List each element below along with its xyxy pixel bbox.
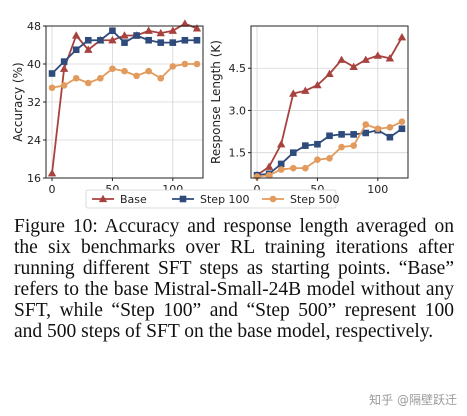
p0-point-1-3 xyxy=(84,36,92,44)
p1-ytick-label-2: 4.5 xyxy=(229,62,247,75)
p0-point-1-2 xyxy=(72,46,80,54)
p0-point-1-0 xyxy=(48,70,56,77)
p0-point-2-11 xyxy=(181,60,189,68)
legend-marker-1 xyxy=(179,195,187,203)
p0-point-0-11 xyxy=(180,19,190,27)
p0-point-0-8 xyxy=(144,26,153,34)
p0-point-1-6 xyxy=(121,39,128,46)
p1-point-0-4 xyxy=(301,86,310,94)
legend-box xyxy=(85,189,337,209)
p1-point-2-8 xyxy=(350,142,357,149)
p0-point-1-10 xyxy=(169,39,177,46)
p1-point-1-3 xyxy=(289,149,297,156)
p1-ytick-label-0: 1.5 xyxy=(229,147,247,160)
p1-point-2-11 xyxy=(386,124,394,131)
p0-point-0-6 xyxy=(120,31,129,39)
legend-label-0: Base xyxy=(120,193,147,206)
p0-point-2-6 xyxy=(121,67,128,75)
p0-point-0-2 xyxy=(71,31,81,39)
p0-point-1-7 xyxy=(133,32,140,39)
p1-point-2-12 xyxy=(398,118,406,126)
p1-ylabel: Response Length (K) xyxy=(209,40,223,164)
p0-point-2-5 xyxy=(109,65,116,73)
p0-point-1-4 xyxy=(97,36,104,44)
p0-point-1-8 xyxy=(145,36,152,44)
p0-point-2-12 xyxy=(193,60,201,68)
p1-point-0-6 xyxy=(325,69,334,78)
p1-point-0-7 xyxy=(337,55,346,63)
p0-point-0-1 xyxy=(59,64,69,72)
p0-point-2-0 xyxy=(48,84,56,92)
p1-point-0-11 xyxy=(385,54,395,62)
p1-point-2-3 xyxy=(289,164,297,172)
p0-point-1-11 xyxy=(181,36,189,44)
p0-ytick-label-2: 32 xyxy=(27,96,41,109)
p1-xtick-label-0: 0 xyxy=(254,183,261,196)
p1-point-0-8 xyxy=(349,62,358,70)
p0-point-2-3 xyxy=(84,79,92,87)
p0-xtick-label-0: 0 xyxy=(49,183,56,196)
p0-point-0-3 xyxy=(84,45,93,53)
p0-point-1-9 xyxy=(157,39,165,46)
p1-point-1-2 xyxy=(277,160,285,168)
p0-series-line-0 xyxy=(51,22,198,174)
p1-point-0-10 xyxy=(373,51,383,59)
p0-ytick-label-0: 16 xyxy=(27,172,41,185)
p0-ytick-label-1: 24 xyxy=(27,134,41,147)
p0-point-2-8 xyxy=(145,67,152,75)
p0-point-2-10 xyxy=(169,63,177,70)
p1-point-2-6 xyxy=(326,154,333,162)
legend-marker-0 xyxy=(98,194,108,203)
p1-point-2-1 xyxy=(265,171,273,179)
p1-point-1-9 xyxy=(362,129,370,137)
p1-point-1-8 xyxy=(350,131,357,138)
p1-point-0-12 xyxy=(397,33,407,41)
p1-point-1-6 xyxy=(326,132,333,140)
legend-marker-2 xyxy=(269,195,277,203)
p0-point-2-2 xyxy=(72,74,80,82)
figure-caption: Figure 10: Accuracy and response length … xyxy=(14,216,454,342)
p1-point-0-5 xyxy=(313,80,322,89)
p1-point-2-9 xyxy=(362,121,370,128)
p0-point-1-5 xyxy=(109,27,116,35)
p1-point-1-4 xyxy=(302,142,309,149)
p0-point-1-12 xyxy=(193,36,201,44)
legend-label-2: Step 500 xyxy=(290,193,340,206)
p1-point-0-3 xyxy=(289,89,298,97)
p1-point-2-2 xyxy=(277,166,285,173)
p1-ytick-label-1: 3.0 xyxy=(229,104,247,117)
p1-axes-frame xyxy=(250,25,409,179)
p1-point-0-2 xyxy=(276,140,286,148)
p0-point-2-9 xyxy=(157,74,165,82)
p1-xtick-label-2: 100 xyxy=(367,183,388,196)
p1-point-2-5 xyxy=(314,156,321,164)
p0-point-1-1 xyxy=(60,58,68,65)
p0-point-2-7 xyxy=(133,72,140,80)
p1-point-1-11 xyxy=(386,133,394,141)
p1-point-0-1 xyxy=(264,162,274,170)
p0-point-0-5 xyxy=(108,36,117,44)
p0-point-0-10 xyxy=(168,26,178,34)
p0-point-2-4 xyxy=(97,74,104,82)
p1-point-1-12 xyxy=(398,125,406,133)
p1-point-2-10 xyxy=(374,125,382,133)
p0-point-0-9 xyxy=(156,28,165,37)
p0-point-2-1 xyxy=(60,82,68,89)
p1-point-1-7 xyxy=(338,131,345,138)
p1-point-2-4 xyxy=(302,164,309,172)
p0-ytick-label-4: 48 xyxy=(27,20,41,33)
p1-point-0-9 xyxy=(361,55,370,63)
watermark: 知乎 @隔壁跃迁 xyxy=(369,393,457,407)
p0-point-0-0 xyxy=(47,169,57,177)
p0-ytick-label-3: 40 xyxy=(27,58,41,71)
legend-label-1: Step 100 xyxy=(200,193,250,206)
p1-point-2-7 xyxy=(338,143,345,151)
p1-point-1-5 xyxy=(314,140,321,148)
p0-point-0-12 xyxy=(192,24,202,32)
p0-ylabel: Accuracy (%) xyxy=(11,62,25,141)
